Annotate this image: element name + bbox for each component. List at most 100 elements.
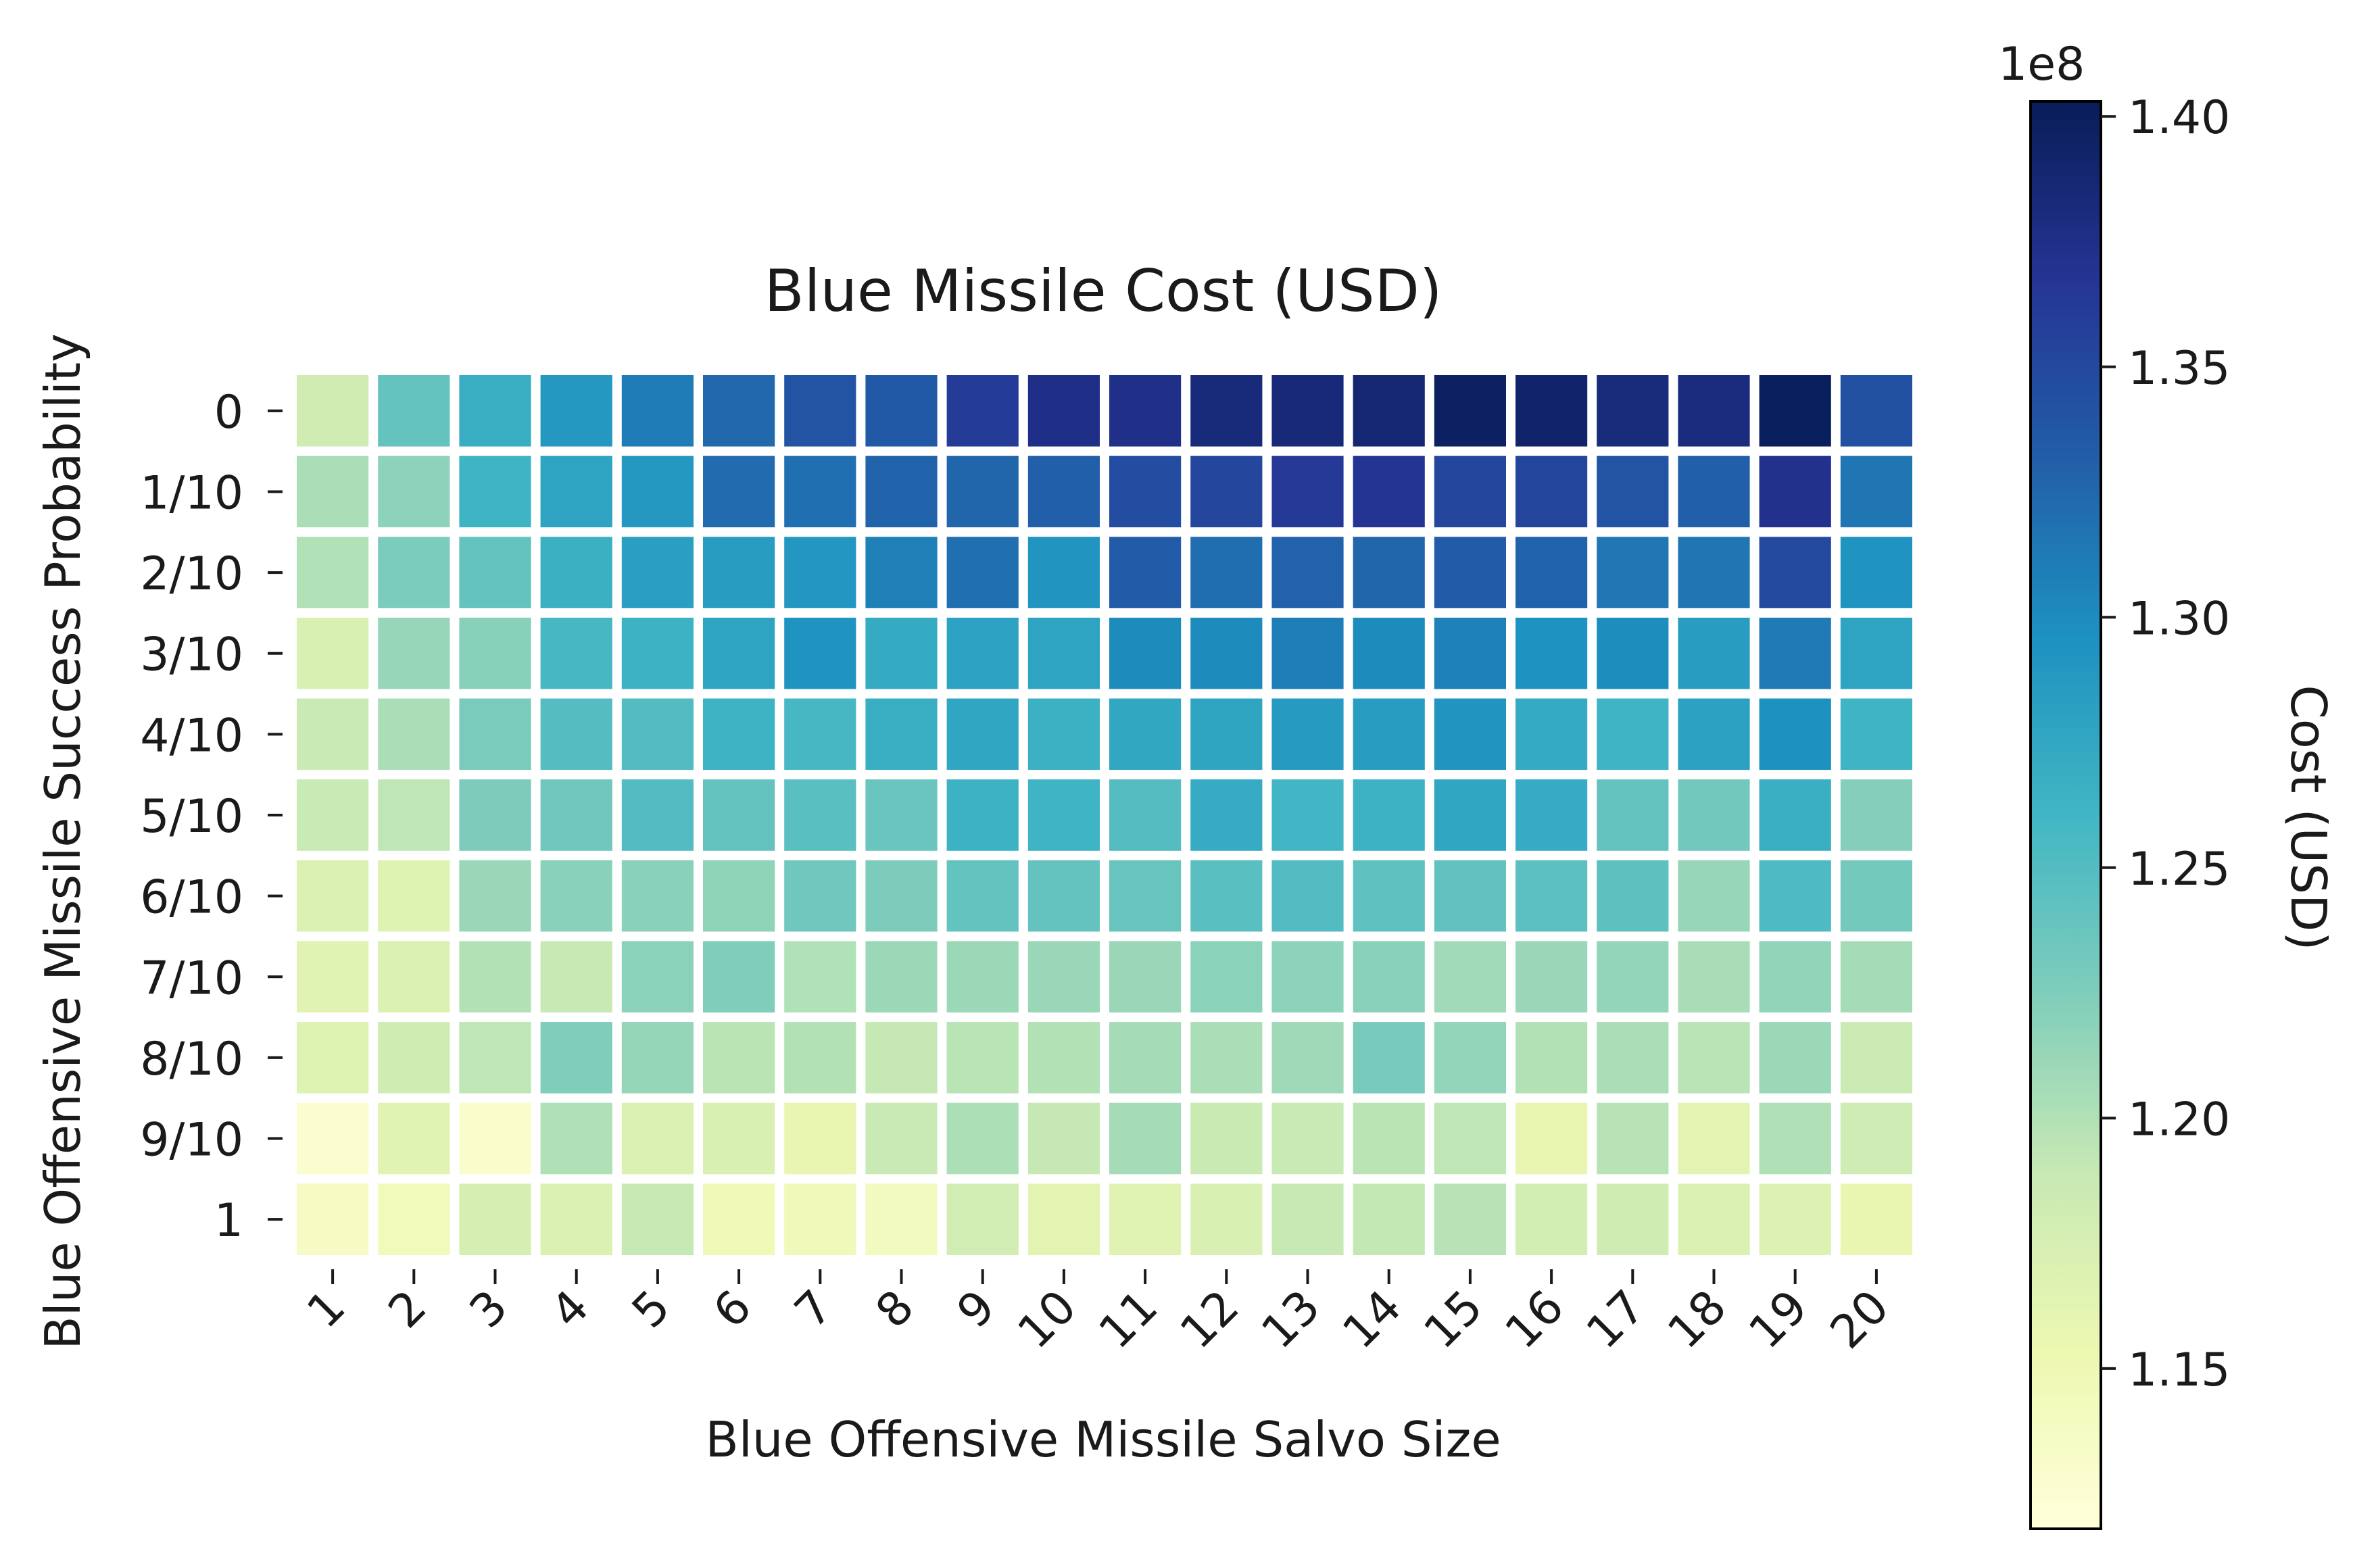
heatmap-cell [378, 860, 450, 932]
chart-title: Blue Missile Cost (USD) [765, 258, 1442, 325]
heatmap-cell [703, 537, 775, 608]
colorbar-offset-text: 1e8 [1998, 38, 2085, 91]
heatmap-cell [1840, 698, 1912, 770]
heatmap-cell [865, 375, 938, 447]
heatmap-cell [784, 860, 856, 932]
heatmap-cell [459, 941, 531, 1013]
heatmap-cell [703, 1183, 775, 1255]
heatmap-cell [459, 779, 531, 851]
heatmap-cell [1516, 617, 1588, 689]
colorbar-tick-label: 1.30 [2128, 592, 2230, 645]
heatmap-cell [378, 698, 450, 770]
heatmap-cell [703, 941, 775, 1013]
heatmap-cell [703, 1022, 775, 1094]
heatmap-cell [865, 617, 938, 689]
heatmap-cell [1027, 456, 1100, 528]
heatmap-cell [784, 941, 856, 1013]
heatmap-cell [621, 698, 694, 770]
colorbar-label: Cost (USD) [2280, 685, 2337, 951]
heatmap-cell [784, 617, 856, 689]
x-tick-label: 6 [704, 1280, 762, 1338]
colorbar-tick-label: 1.25 [2128, 843, 2230, 896]
heatmap-cell [378, 617, 450, 689]
heatmap-cell [1678, 860, 1750, 932]
heatmap-cell [1678, 456, 1750, 528]
heatmap-cell [1271, 1022, 1344, 1094]
heatmap-cell [1597, 375, 1669, 447]
y-tick-label: 9/10 [140, 1114, 243, 1167]
heatmap-cell [1353, 375, 1425, 447]
heatmap-cell [297, 1022, 369, 1094]
heatmap-cell [1516, 1022, 1588, 1094]
heatmap-cell [297, 779, 369, 851]
heatmap-cell [1109, 617, 1182, 689]
heatmap-cell [540, 1102, 612, 1175]
heatmap-cell [1840, 617, 1912, 689]
x-tick-label: 9 [947, 1280, 1005, 1338]
y-axis-label: Blue Offensive Missile Success Probabili… [34, 333, 91, 1349]
heatmap-cell [540, 537, 612, 608]
heatmap-cell [621, 1022, 694, 1094]
heatmap-cell [784, 698, 856, 770]
heatmap-cell [1516, 456, 1588, 528]
heatmap-cell [621, 537, 694, 608]
heatmap-cell [1027, 617, 1100, 689]
heatmap-cell [1678, 1183, 1750, 1255]
heatmap-cell [459, 375, 531, 447]
heatmap-cell [1678, 1102, 1750, 1175]
heatmap-cell [1434, 1022, 1506, 1094]
y-tick-label: 2/10 [140, 547, 243, 601]
heatmap-cell [1516, 1183, 1588, 1255]
heatmap-cell [1434, 1183, 1506, 1255]
heatmap-cell [1271, 1102, 1344, 1175]
heatmap-cell [1597, 779, 1669, 851]
heatmap-cell [1597, 860, 1669, 932]
x-tick-label: 17 [1576, 1280, 1655, 1359]
heatmap-cell [540, 617, 612, 689]
heatmap-cell [1678, 375, 1750, 447]
heatmap-cell [784, 1183, 856, 1255]
heatmap-cell [459, 1022, 531, 1094]
x-tick-label: 11 [1089, 1280, 1168, 1359]
heatmap-cell [703, 860, 775, 932]
heatmap-cell [1027, 1183, 1100, 1255]
x-tick-label: 12 [1170, 1280, 1249, 1359]
heatmap-cell [946, 456, 1019, 528]
heatmap-cell [1597, 941, 1669, 1013]
heatmap-cell [540, 1022, 612, 1094]
heatmap-cell [1434, 941, 1506, 1013]
heatmap-cell [1516, 860, 1588, 932]
heatmap-cell [1109, 941, 1182, 1013]
heatmap-cell [1027, 1022, 1100, 1094]
x-tick-label: 2 [379, 1280, 437, 1338]
heatmap-cell [378, 779, 450, 851]
heatmap-cell [1109, 1102, 1182, 1175]
heatmap-cell [946, 698, 1019, 770]
heatmap-cell [946, 941, 1019, 1013]
heatmap-cell [459, 456, 531, 528]
heatmap-cell [1027, 537, 1100, 608]
heatmap-cell [621, 860, 694, 932]
heatmap-cell [1434, 698, 1506, 770]
heatmap-cell [1271, 1183, 1344, 1255]
heatmap-cell [1190, 456, 1263, 528]
heatmap-cell [540, 941, 612, 1013]
heatmap-cell [1353, 456, 1425, 528]
heatmap-cell [1597, 617, 1669, 689]
heatmap-cell [1597, 1183, 1669, 1255]
heatmap-cell [703, 617, 775, 689]
heatmap-cell [378, 1102, 450, 1175]
heatmap-cell [784, 779, 856, 851]
heatmap-cell [1840, 779, 1912, 851]
heatmap-cell [1759, 779, 1831, 851]
heatmap-cell [1190, 617, 1263, 689]
heatmap-cell [1759, 617, 1831, 689]
heatmap-cell [703, 698, 775, 770]
heatmap-cell [703, 456, 775, 528]
heatmap-cell [378, 375, 450, 447]
heatmap-cell [1190, 1183, 1263, 1255]
heatmap-cell [540, 456, 612, 528]
heatmap-cell [378, 456, 450, 528]
heatmap-cell [1027, 941, 1100, 1013]
